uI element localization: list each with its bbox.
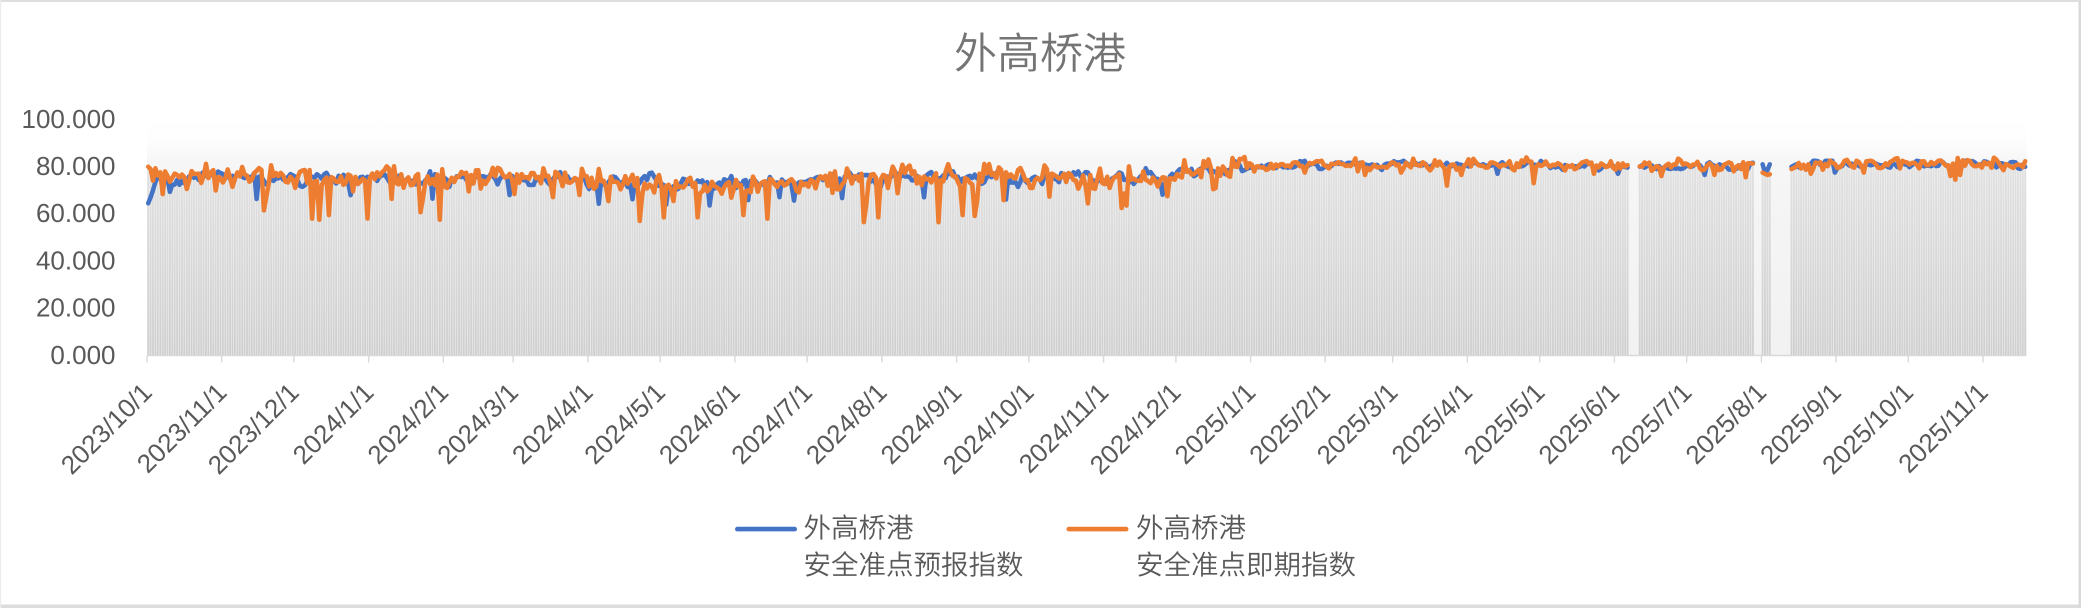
- svg-text:80.000: 80.000: [36, 151, 116, 181]
- svg-text:60.000: 60.000: [36, 198, 116, 228]
- svg-text:20.000: 20.000: [36, 293, 116, 323]
- svg-text:100.000: 100.000: [22, 104, 116, 134]
- svg-text:0.000: 0.000: [50, 340, 115, 370]
- svg-text:40.000: 40.000: [36, 245, 116, 275]
